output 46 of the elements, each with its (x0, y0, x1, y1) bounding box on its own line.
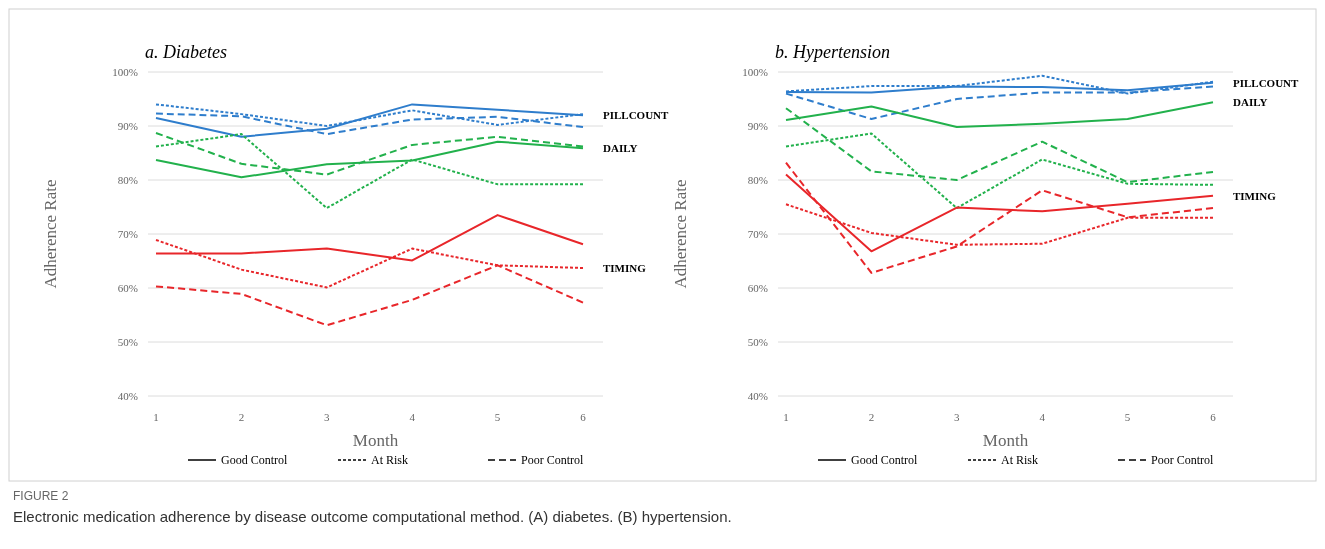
x-axis-title: Month (352, 431, 399, 450)
annotation: PILLCOUNT (603, 109, 670, 122)
y-tick-label: 40% (747, 390, 768, 402)
y-tick-label: 60% (747, 282, 768, 294)
x-tick-label: 5 (1124, 411, 1131, 423)
y-tick-label: 100% (742, 66, 768, 78)
x-tick-label: 6 (1210, 411, 1217, 423)
y-tick-label: 90% (747, 120, 768, 132)
y-tick-label: 40% (117, 390, 138, 402)
text: At Risk (371, 453, 409, 467)
caption: FIGURE 2 (13, 489, 69, 503)
annotation: TIMING (1233, 189, 1277, 202)
text: Electronic medication adherence by disease outcome computational method. (A) diabetes. (B) hypertension. (13, 508, 732, 525)
x-tick-label: 6 (580, 411, 587, 423)
annotation: DAILY (1233, 96, 1268, 109)
y-tick-label: 60% (117, 282, 138, 294)
y-tick-label: 70% (747, 228, 768, 240)
text: Good Control (851, 453, 918, 467)
x-tick-label: 5 (494, 411, 501, 423)
annotation: PILLCOUNT (1233, 76, 1300, 89)
chart-title: b. Hypertension (775, 42, 890, 62)
text: At Risk (1001, 453, 1039, 467)
y-axis-title: Adherence Rate (41, 179, 60, 289)
y-tick-label: 80% (747, 174, 768, 186)
x-tick-label: 2 (868, 411, 875, 423)
x-tick-label: 2 (238, 411, 245, 423)
y-tick-label: 70% (117, 228, 138, 240)
annotation: TIMING (603, 262, 647, 275)
x-tick-label: 3 (324, 411, 331, 423)
x-tick-label: 1 (783, 411, 789, 423)
annotation: DAILY (603, 141, 638, 154)
x-tick-label: 4 (409, 411, 416, 423)
y-axis-title: Adherence Rate (671, 179, 690, 289)
x-tick-label: 1 (153, 411, 159, 423)
text: Poor Control (1151, 453, 1214, 467)
y-tick-label: 50% (747, 336, 768, 348)
y-tick-label: 100% (112, 66, 138, 78)
x-tick-label: 4 (1039, 411, 1046, 423)
y-tick-label: 90% (117, 120, 138, 132)
y-tick-label: 80% (117, 174, 138, 186)
y-tick-label: 50% (117, 336, 138, 348)
x-tick-label: 3 (954, 411, 961, 423)
x-axis-title: Month (982, 431, 1029, 450)
chart-title: a. Diabetes (145, 42, 227, 62)
text: Poor Control (521, 453, 584, 467)
text: Good Control (221, 453, 288, 467)
